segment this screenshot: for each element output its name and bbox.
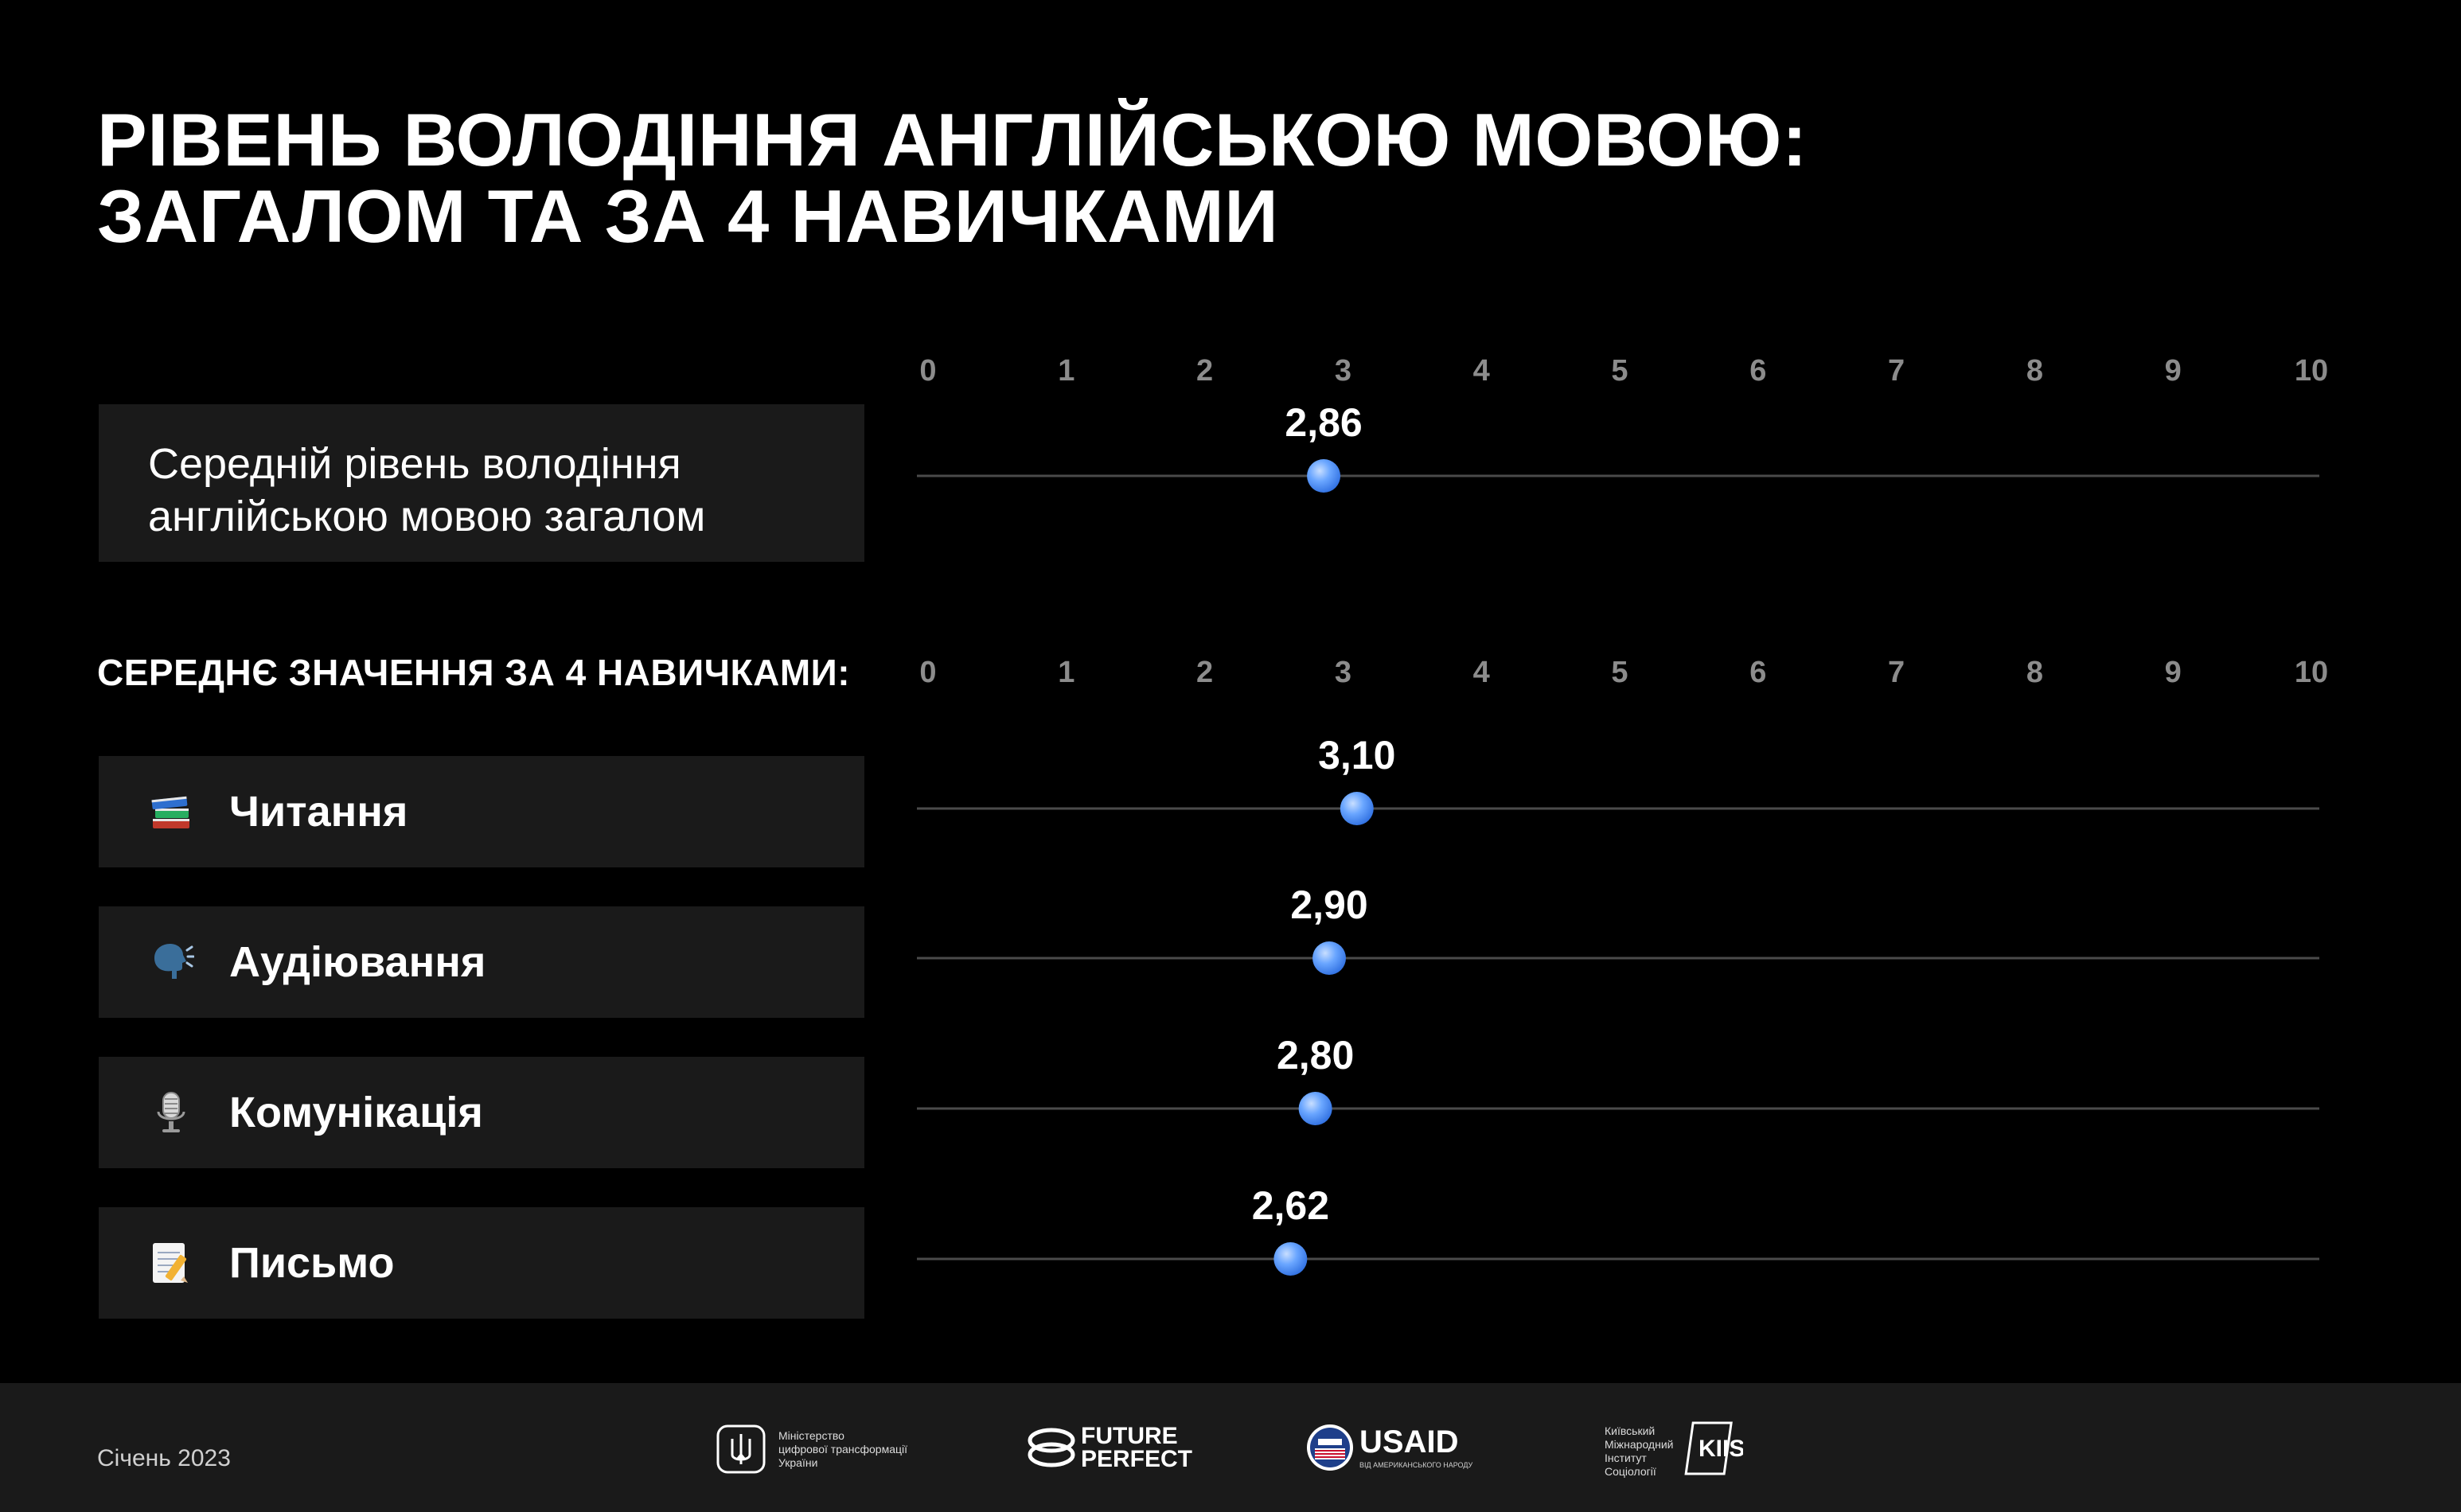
future-perfect-line-2: PERFECT xyxy=(1081,1446,1193,1472)
skills-axis-tick-label: 9 xyxy=(2165,656,2182,689)
skill-listening-value-label: 2,90 xyxy=(1290,883,1367,927)
top-axis-tick-label: 2 xyxy=(1196,354,1213,388)
books-icon xyxy=(151,796,189,828)
kiis-line-1: Київський xyxy=(1605,1424,1656,1437)
skills-axis-tick-label: 3 xyxy=(1335,656,1351,689)
skill-label-reading: Читання xyxy=(229,788,408,836)
top-axis-tick-label: 7 xyxy=(1888,354,1905,388)
ministry-line-3: України xyxy=(778,1456,818,1469)
top-axis-tick-label: 5 xyxy=(1611,354,1628,388)
skill-panel-communication: Комунікація xyxy=(99,1057,864,1168)
skill-label-writing: Письмо xyxy=(229,1239,395,1287)
skills-axis-tick-label: 7 xyxy=(1888,656,1905,689)
skills-axis-tick-label: 0 xyxy=(919,656,936,689)
skill-writing-dot xyxy=(1273,1242,1308,1276)
future-perfect-line-1: FUTURE xyxy=(1081,1423,1178,1449)
ministry-line-2: цифрової трансформації xyxy=(778,1443,908,1455)
skills-axis-tick-label: 10 xyxy=(2295,656,2328,689)
overall-dot xyxy=(1307,459,1341,493)
usaid-seal-icon xyxy=(1307,1424,1353,1471)
skill-reading-value-label: 3,10 xyxy=(1318,733,1395,777)
skills-axis-tick-label: 4 xyxy=(1473,656,1490,689)
skill-panel-writing: Письмо xyxy=(99,1207,864,1319)
overall-label-line-1: Середній рівень володіння xyxy=(148,440,681,488)
skill-communication-value-label: 2,80 xyxy=(1277,1033,1354,1077)
overall-label-line-2: англійською мовою загалом xyxy=(148,493,706,540)
skills-axis-tick-label: 5 xyxy=(1611,656,1628,689)
dot-chart: 0 1 2 3 4 5 6 7 8 9 10 0 1 2 3 4 5 6 7 8 9 10 2,863,102,902,… xyxy=(917,354,2328,1276)
top-axis-tick-label: 8 xyxy=(2026,354,2043,388)
top-axis-tick-label: 10 xyxy=(2295,354,2328,388)
top-axis-tick-label: 4 xyxy=(1473,354,1490,388)
kiis-line-2: Міжнародний xyxy=(1605,1438,1674,1451)
chart-rows: 2,86 3,10 2,90 2,80 2,62 xyxy=(917,400,2319,1276)
title-line-2: ЗАГАЛОМ ТА ЗА 4 НАВИЧКАМИ xyxy=(97,174,1279,258)
top-axis-tick-label: 6 xyxy=(1749,354,1766,388)
top-axis-tick-label: 3 xyxy=(1335,354,1351,388)
top-axis-tick-label: 1 xyxy=(1058,354,1074,388)
kiis-mark: KIIS xyxy=(1684,1421,1743,1475)
axis-ticks-skills: 0 1 2 3 4 5 6 7 8 9 10 xyxy=(919,656,2328,689)
skill-listening-dot xyxy=(1312,941,1347,975)
footer: Січень 2023 Міністерство цифрової трансф… xyxy=(0,1383,2461,1512)
skill-label-communication: Комунікація xyxy=(229,1089,483,1136)
speaking-head-icon xyxy=(154,944,194,979)
title-line-1: РІВЕНЬ ВОЛОДІННЯ АНГЛІЙСЬКОЮ МОВОЮ: xyxy=(97,98,1808,181)
kiis-mark-text: KIIS xyxy=(1699,1436,1743,1462)
top-axis-tick-label: 0 xyxy=(919,354,936,388)
skill-communication-dot xyxy=(1298,1092,1332,1125)
skills-axis-tick-label: 6 xyxy=(1749,656,1766,689)
skills-axis-tick-label: 2 xyxy=(1196,656,1213,689)
overall-value-label: 2,86 xyxy=(1285,400,1362,445)
skill-writing-value-label: 2,62 xyxy=(1252,1183,1329,1228)
usaid-subtitle: ВІД АМЕРИКАНСЬКОГО НАРОДУ xyxy=(1359,1461,1473,1469)
skills-heading: СЕРЕДНЄ ЗНАЧЕННЯ ЗА 4 НАВИЧКАМИ: xyxy=(97,652,851,693)
overall-label-panel: Середній рівень володіння англійською мо… xyxy=(99,404,864,562)
kiis-line-3: Інститут xyxy=(1605,1452,1647,1464)
microphone-icon xyxy=(157,1092,185,1132)
skill-reading-dot xyxy=(1340,792,1374,825)
trident-icon xyxy=(716,1424,766,1474)
top-axis-tick-label: 9 xyxy=(2165,354,2182,388)
memo-icon xyxy=(153,1243,188,1283)
skills-axis-tick-label: 1 xyxy=(1058,656,1074,689)
skill-panel-listening: Аудіювання xyxy=(99,906,864,1018)
usaid-text: USAID xyxy=(1359,1424,1459,1459)
future-perfect-mark-icon xyxy=(1028,1428,1075,1467)
skills-axis-tick-label: 8 xyxy=(2026,656,2043,689)
footer-date: Січень 2023 xyxy=(97,1445,231,1471)
axis-ticks-top: 0 1 2 3 4 5 6 7 8 9 10 xyxy=(919,354,2328,388)
skill-panel-reading: Читання xyxy=(99,756,864,867)
kiis-line-4: Соціології xyxy=(1605,1465,1656,1478)
ministry-line-1: Міністерство xyxy=(778,1429,844,1442)
page-title: РІВЕНЬ ВОЛОДІННЯ АНГЛІЙСЬКОЮ МОВОЮ: ЗАГА… xyxy=(97,102,1808,255)
skill-label-listening: Аудіювання xyxy=(229,938,486,986)
